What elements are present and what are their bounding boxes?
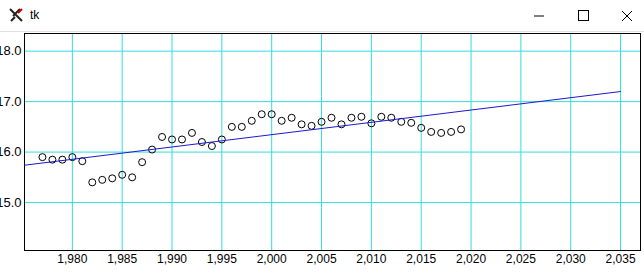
svg-text:1,980: 1,980 (57, 252, 87, 266)
svg-text:2,000: 2,000 (257, 252, 287, 266)
svg-text:1,985: 1,985 (107, 252, 137, 266)
svg-text:2,010: 2,010 (356, 252, 386, 266)
svg-text:16.0: 16.0 (0, 144, 22, 159)
svg-text:2,035: 2,035 (606, 252, 636, 266)
svg-text:2,015: 2,015 (406, 252, 436, 266)
svg-text:1,995: 1,995 (207, 252, 237, 266)
svg-text:2,030: 2,030 (556, 252, 586, 266)
svg-text:2,005: 2,005 (307, 252, 337, 266)
svg-text:2,020: 2,020 (456, 252, 486, 266)
svg-text:2,025: 2,025 (506, 252, 536, 266)
svg-text:15.0: 15.0 (0, 195, 22, 210)
svg-text:1,990: 1,990 (157, 252, 187, 266)
html-text:tk: tk (30, 8, 40, 22)
svg-text:17.0: 17.0 (0, 94, 22, 109)
svg-text:18.0: 18.0 (0, 43, 22, 58)
